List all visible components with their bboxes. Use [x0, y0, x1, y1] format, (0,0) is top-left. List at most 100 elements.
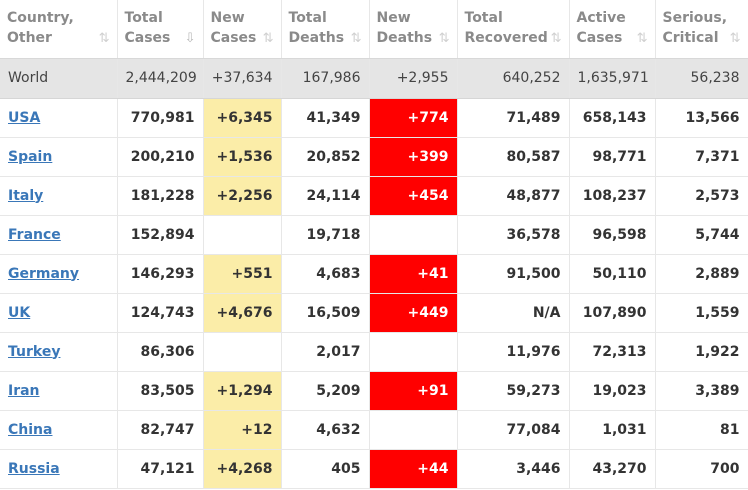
- column-header-total-recovered[interactable]: Total Recovered ⇅: [457, 0, 570, 59]
- active-cases-cell: 98,771: [569, 137, 656, 177]
- country-link[interactable]: Italy: [8, 187, 44, 204]
- total-recovered-cell: N/A: [457, 293, 570, 333]
- country-cell: Russia: [0, 449, 118, 489]
- total-recovered-cell: 71,489: [457, 98, 570, 138]
- country-link[interactable]: Spain: [8, 148, 53, 165]
- total-cases-cell: 146,293: [117, 254, 204, 294]
- table-row: USA 770,981 +6,345 41,349 +774 71,489 658,143 1…: [0, 98, 748, 138]
- active-cases-cell: 43,270: [569, 449, 656, 489]
- table-row: UK 124,743 +4,676 16,509 +449 N/A 107,890 1,559: [0, 293, 748, 333]
- sort-icon: ⇅: [550, 30, 562, 46]
- table-row: France 152,894 19,718 36,578 96,598 5,744: [0, 215, 748, 255]
- column-header-active-cases[interactable]: Active Cases ⇅: [569, 0, 656, 59]
- total-cases-cell: 47,121: [117, 449, 204, 489]
- active-cases-cell: 658,143: [569, 98, 656, 138]
- country-link[interactable]: UK: [8, 304, 31, 321]
- new-cases-cell: +4,268: [203, 449, 282, 489]
- country-cell: UK: [0, 293, 118, 333]
- table-row: Spain 200,210 +1,536 20,852 +399 80,587 98,771…: [0, 137, 748, 177]
- column-header-label: New: [376, 10, 411, 26]
- new-deaths-cell: [369, 410, 458, 450]
- total-recovered-cell: 77,084: [457, 410, 570, 450]
- new-deaths-cell: +449: [369, 293, 458, 333]
- country-cell: Turkey: [0, 332, 118, 372]
- table-row: Italy 181,228 +2,256 24,114 +454 48,877 108,23…: [0, 176, 748, 216]
- total-recovered-cell: 80,587: [457, 137, 570, 177]
- country-link[interactable]: China: [8, 421, 53, 438]
- country-link[interactable]: Turkey: [8, 343, 61, 360]
- column-header-new-cases[interactable]: New Cases ⇅: [203, 0, 282, 59]
- new-cases-cell: +6,345: [203, 98, 282, 138]
- column-header-label: Deaths: [376, 30, 433, 46]
- new-deaths-cell: +454: [369, 176, 458, 216]
- column-header-label: Cases: [210, 30, 257, 46]
- total-deaths-cell: 41,349: [281, 98, 370, 138]
- column-header-total-cases[interactable]: Total Cases ⇩: [117, 0, 204, 59]
- active-cases-cell: 107,890: [569, 293, 656, 333]
- column-header-label: Total: [288, 10, 327, 26]
- table-row: Iran 83,505 +1,294 5,209 +91 59,273 19,023 3,38…: [0, 371, 748, 411]
- serious-critical-cell: 1,559: [655, 293, 748, 333]
- country-link[interactable]: Iran: [8, 382, 40, 399]
- total-deaths-cell: 19,718: [281, 215, 370, 255]
- country-cell: Spain: [0, 137, 118, 177]
- total-deaths-cell: 5,209: [281, 371, 370, 411]
- serious-critical-cell: 2,573: [655, 176, 748, 216]
- new-deaths-cell: +91: [369, 371, 458, 411]
- country-link[interactable]: Russia: [8, 460, 60, 477]
- column-header-label: New: [210, 10, 245, 26]
- active-cases-cell: 1,031: [569, 410, 656, 450]
- sort-icon: ⇅: [262, 30, 274, 46]
- serious-critical-cell: 5,744: [655, 215, 748, 255]
- column-header-serious-critical[interactable]: Serious, Critical ⇅: [655, 0, 748, 59]
- total-deaths-cell: 24,114: [281, 176, 370, 216]
- table-header: Country, Other ⇅ Total Cases ⇩ New Cases…: [0, 0, 748, 59]
- world-total-row: World 2,444,209 +37,634 167,986 +2,955 6…: [0, 58, 748, 99]
- table-row: Germany 146,293 +551 4,683 +41 91,500 50,110 2,…: [0, 254, 748, 294]
- total-deaths-cell: 4,683: [281, 254, 370, 294]
- active-cases-cell: 72,313: [569, 332, 656, 372]
- total-deaths-cell: 4,632: [281, 410, 370, 450]
- column-header-label: Cases: [576, 30, 623, 46]
- column-header-label: Total: [464, 10, 503, 26]
- new-deaths-cell: +41: [369, 254, 458, 294]
- total-recovered-cell: 59,273: [457, 371, 570, 411]
- new-cases-cell: [203, 332, 282, 372]
- column-header-new-deaths[interactable]: New Deaths ⇅: [369, 0, 458, 59]
- country-cell: Italy: [0, 176, 118, 216]
- column-header-label: Other: [7, 30, 52, 46]
- serious-critical-cell: 1,922: [655, 332, 748, 372]
- new-deaths-cell: +44: [369, 449, 458, 489]
- country-link[interactable]: France: [8, 226, 61, 243]
- column-header-label: Serious,: [662, 10, 728, 26]
- column-header-total-deaths[interactable]: Total Deaths ⇅: [281, 0, 370, 59]
- world-active-cases: 1,635,971: [569, 58, 656, 99]
- serious-critical-cell: 7,371: [655, 137, 748, 177]
- country-cell: China: [0, 410, 118, 450]
- total-recovered-cell: 48,877: [457, 176, 570, 216]
- new-cases-cell: +1,294: [203, 371, 282, 411]
- header-row: Country, Other ⇅ Total Cases ⇩ New Cases…: [0, 0, 748, 59]
- column-header-label: Deaths: [288, 30, 345, 46]
- column-header-label: Cases: [124, 30, 171, 46]
- serious-critical-cell: 81: [655, 410, 748, 450]
- world-total-recovered: 640,252: [457, 58, 570, 99]
- country-link[interactable]: USA: [8, 109, 41, 126]
- serious-critical-cell: 700: [655, 449, 748, 489]
- serious-critical-cell: 2,889: [655, 254, 748, 294]
- new-cases-cell: +12: [203, 410, 282, 450]
- total-cases-cell: 152,894: [117, 215, 204, 255]
- new-deaths-cell: +399: [369, 137, 458, 177]
- serious-critical-cell: 13,566: [655, 98, 748, 138]
- active-cases-cell: 108,237: [569, 176, 656, 216]
- world-new-deaths: +2,955: [369, 58, 458, 99]
- country-link[interactable]: Germany: [8, 265, 80, 282]
- sort-icon: ⇅: [438, 30, 450, 46]
- column-header-label: Recovered: [464, 30, 548, 46]
- new-cases-cell: +2,256: [203, 176, 282, 216]
- sort-icon: ⇅: [729, 30, 741, 46]
- column-header-country[interactable]: Country, Other ⇅: [0, 0, 118, 59]
- world-total-cases: 2,444,209: [117, 58, 204, 99]
- active-cases-cell: 96,598: [569, 215, 656, 255]
